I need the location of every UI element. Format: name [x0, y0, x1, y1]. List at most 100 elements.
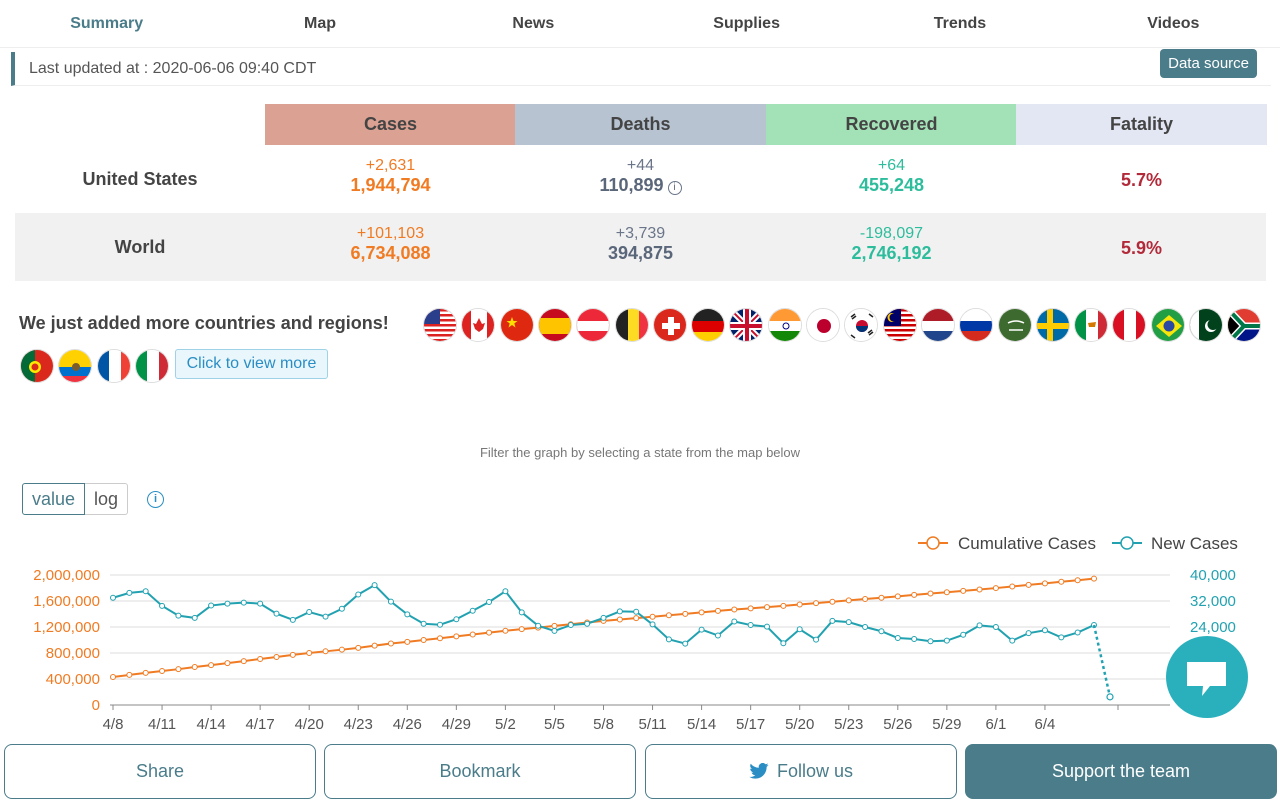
switzerland-flag-icon[interactable]: [652, 308, 687, 342]
spain-flag-icon[interactable]: [537, 308, 572, 342]
new-cases-point: [273, 610, 280, 617]
deaths-number: 394,875: [607, 243, 674, 263]
value-scale-button[interactable]: value: [22, 483, 86, 515]
last-updated-text: Last updated at : 2020-06-06 09:40 CDT: [29, 60, 317, 77]
new-cases-point: [486, 598, 493, 605]
x-tick-label: 5/20: [785, 716, 814, 730]
netherlands-flag-icon[interactable]: [920, 308, 955, 342]
tab-supplies[interactable]: Supplies: [713, 15, 780, 32]
new-cases-point: [878, 628, 885, 635]
malaysia-flag-icon[interactable]: [882, 308, 917, 342]
fatality-value: 5.9%: [1120, 238, 1163, 258]
x-tick-label: 5/29: [932, 716, 961, 730]
portugal-flag-icon[interactable]: [20, 349, 54, 383]
south-africa-flag-icon[interactable]: [1227, 308, 1262, 342]
austria-flag-icon[interactable]: [576, 308, 611, 342]
tab-map[interactable]: Map: [303, 15, 336, 32]
data-source-button[interactable]: Data source: [1160, 49, 1257, 78]
ecuador-flag-icon[interactable]: [58, 349, 93, 383]
germany-flag-icon[interactable]: [691, 308, 726, 342]
projected-line: [1092, 624, 1112, 698]
new-cases-point: [600, 614, 607, 621]
share-button[interactable]: Share: [4, 744, 316, 799]
header-cases: Cases: [265, 104, 516, 145]
bookmark-button[interactable]: Bookmark: [324, 744, 636, 799]
header-deaths: Deaths: [515, 104, 766, 145]
x-tick-label: 4/8: [103, 716, 124, 730]
new-cases-point: [616, 608, 623, 615]
action-buttons: Share Bookmark Follow us Support the tea…: [0, 744, 1280, 802]
canada-flag-icon[interactable]: [461, 308, 496, 342]
tab-news[interactable]: News: [512, 15, 555, 32]
new-cases-point: [649, 621, 656, 628]
legend-new-marker: [1120, 536, 1134, 550]
cases-value: 6,734,088: [265, 242, 516, 264]
chat-button[interactable]: [1166, 636, 1248, 718]
new-cases-point: [747, 622, 754, 629]
brazil-flag-icon[interactable]: [1150, 308, 1185, 342]
support-team-button[interactable]: Support the team: [965, 744, 1277, 799]
new-cases-point: [142, 588, 149, 595]
russia-flag-icon[interactable]: [959, 308, 994, 342]
cumulative-point: [387, 640, 394, 647]
cumulative-point: [518, 626, 525, 633]
new-cases-point: [894, 635, 901, 642]
cumulative-point: [633, 615, 640, 622]
cumulative-point: [159, 668, 166, 675]
cumulative-point: [289, 651, 296, 658]
log-scale-button[interactable]: log: [85, 483, 129, 515]
japan-flag-icon[interactable]: [806, 308, 840, 342]
peru-flag-icon[interactable]: [1112, 308, 1147, 342]
new-cases-point: [927, 638, 934, 645]
recovered-number: 2,746,192: [851, 243, 932, 263]
info-icon[interactable]: i: [147, 491, 164, 508]
sweden-flag-icon[interactable]: [1035, 308, 1070, 342]
cumulative-point: [1025, 581, 1032, 588]
tab-summary[interactable]: Summary: [70, 15, 144, 32]
cases-value: 1,944,794: [265, 174, 516, 196]
belgium-flag-icon[interactable]: [614, 308, 649, 342]
recovered-delta: +64: [877, 157, 906, 174]
cumulative-point: [649, 613, 656, 620]
x-tick-label: 5/23: [834, 716, 863, 730]
y-right-tick-label: 24,000: [1190, 619, 1236, 636]
x-tick-label: 5/5: [544, 716, 565, 730]
italy-flag-icon[interactable]: [134, 349, 169, 383]
new-cases-point: [992, 624, 999, 630]
info-icon[interactable]: i: [667, 181, 682, 195]
cumulative-point: [502, 627, 509, 634]
cumulative-point: [829, 598, 836, 605]
last-updated-bar: Last updated at : 2020-06-06 09:40 CDT D…: [11, 49, 1271, 86]
tab-videos[interactable]: Videos: [1147, 15, 1200, 32]
x-tick-label: 4/17: [246, 716, 275, 730]
india-flag-icon[interactable]: [767, 308, 802, 342]
view-more-button[interactable]: Click to view more: [175, 349, 328, 379]
chat-icon: [1187, 662, 1226, 696]
cumulative-point: [862, 596, 869, 603]
cyprus-flag-icon[interactable]: [1074, 308, 1109, 342]
uk-flag-icon[interactable]: [729, 308, 764, 342]
new-cases-point: [289, 616, 296, 623]
new-cases-point: [682, 640, 689, 647]
legend-new-label: New Cases: [1151, 534, 1238, 553]
x-tick-label: 5/8: [593, 716, 614, 730]
korea-flag-icon[interactable]: [844, 308, 879, 342]
new-cases-point: [633, 608, 640, 615]
france-flag-icon[interactable]: [96, 349, 131, 383]
china-flag-icon[interactable]: [499, 308, 534, 342]
pakistan-flag-icon[interactable]: [1189, 308, 1223, 342]
y-left-tick-label: 1,600,000: [33, 593, 100, 610]
filter-hint: Filter the graph by selecting a state fr…: [479, 445, 801, 460]
cumulative-point: [894, 593, 901, 600]
new-cases-point: [110, 594, 116, 601]
tab-trends[interactable]: Trends: [933, 15, 987, 32]
saudi-flag-icon[interactable]: [997, 308, 1032, 342]
row-name: World: [114, 237, 166, 257]
added-countries-text: We just added more countries and regions…: [19, 313, 389, 333]
new-cases-point: [780, 640, 787, 647]
us-flag-icon[interactable]: [423, 308, 457, 342]
new-cases-point: [404, 611, 411, 618]
follow-us-button[interactable]: Follow us: [645, 744, 957, 799]
cumulative-point: [616, 616, 623, 623]
cumulative-point: [780, 602, 787, 609]
